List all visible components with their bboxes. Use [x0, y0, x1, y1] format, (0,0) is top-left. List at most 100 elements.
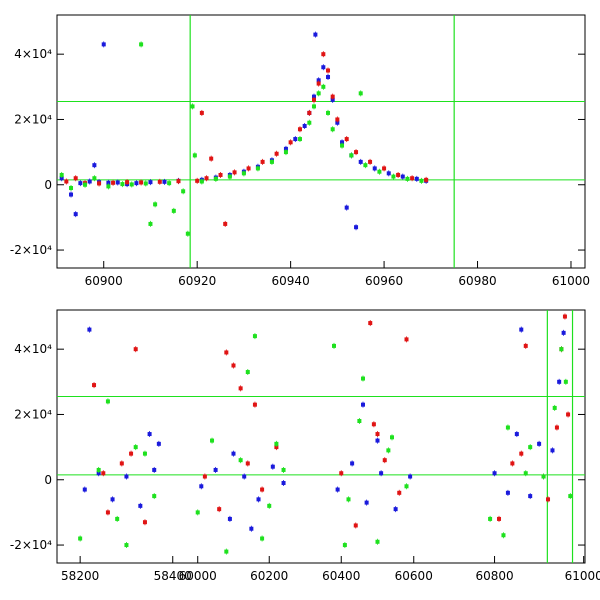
bottom-xtick-label-7: 61000: [565, 569, 600, 583]
top-point-green-26: [330, 127, 335, 132]
top-point-green-10: [181, 189, 186, 194]
top-point-green-19: [283, 150, 288, 155]
bottom-point-blue-10: [213, 467, 218, 472]
bottom-point-red-33: [546, 497, 551, 502]
panel-bottom-frame: [56, 309, 586, 564]
bottom-point-blue-33: [514, 432, 519, 437]
bottom-point-green-35: [501, 533, 506, 538]
bottom-point-blue-23: [408, 474, 413, 479]
top-point-blue-28: [340, 140, 345, 145]
bottom-point-red-17: [353, 523, 358, 528]
bottom-point-red-1: [105, 510, 110, 515]
top-point-blue-40: [344, 205, 349, 210]
top-point-red-10: [204, 176, 209, 181]
top-point-red-12: [232, 170, 237, 175]
top-xtick-label-5: 61000: [552, 274, 590, 288]
bottom-point-red-3: [133, 347, 138, 352]
bottom-point-green-14: [281, 467, 286, 472]
bottom-point-blue-32: [561, 330, 566, 335]
top-point-blue-26: [330, 97, 335, 102]
bottom-point-blue-8: [156, 441, 161, 446]
bottom-point-red-19: [382, 458, 387, 463]
bottom-point-red-9: [231, 363, 236, 368]
bottom-point-blue-30: [550, 448, 555, 453]
bottom-point-green-25: [357, 418, 362, 423]
top-point-green-34: [139, 42, 144, 47]
top-point-red-15: [274, 151, 279, 156]
top-point-red-14: [260, 159, 265, 164]
bottom-point-green-24: [342, 543, 347, 548]
bottom-point-blue-7: [87, 327, 92, 332]
bottom-point-red-23: [404, 337, 409, 342]
bottom-point-blue-34: [528, 494, 533, 499]
top-point-red-4: [111, 180, 116, 185]
bottom-point-green-12: [252, 334, 257, 339]
top-point-blue-39: [92, 163, 97, 168]
top-point-green-24: [321, 84, 326, 89]
bottom-xtick-label-5: 60600: [395, 569, 433, 583]
bottom-point-blue-20: [364, 500, 369, 505]
top-point-green-35: [192, 153, 197, 158]
bottom-point-red-32: [519, 451, 524, 456]
bottom-point-red-2: [119, 461, 124, 466]
bottom-point-red-26: [523, 343, 528, 348]
top-point-red-7: [157, 179, 162, 184]
top-point-green-25: [326, 110, 331, 115]
bottom-point-blue-31: [557, 379, 562, 384]
top-point-red-9: [195, 178, 200, 183]
top-point-red-22: [326, 68, 331, 73]
bottom-point-green-29: [523, 471, 528, 476]
bottom-point-red-7: [202, 474, 207, 479]
panel-bottom-data-points: [78, 313, 573, 555]
panel-bottom-y-axis: -2×10⁴ 0 2×10⁴ 4×10⁴: [10, 342, 585, 552]
panel-top-reference-lines: [57, 15, 585, 268]
top-point-blue-38: [73, 212, 78, 217]
bottom-point-green-0: [78, 536, 83, 541]
top-point-blue-34: [414, 176, 419, 181]
top-point-blue-37: [313, 32, 318, 37]
top-point-blue-10: [162, 179, 167, 184]
bottom-point-green-32: [559, 347, 564, 352]
bottom-point-blue-15: [281, 481, 286, 486]
top-point-red-31: [424, 177, 429, 182]
top-point-green-29: [363, 163, 368, 168]
top-point-green-9: [167, 181, 172, 186]
top-point-green-6: [129, 182, 134, 187]
top-point-red-33: [209, 156, 214, 161]
bottom-point-green-19: [346, 497, 351, 502]
top-point-red-20: [316, 81, 321, 86]
bottom-point-red-25: [510, 461, 515, 466]
bottom-point-green-11: [238, 458, 243, 463]
top-point-red-1: [73, 176, 78, 181]
top-point-red-29: [396, 172, 401, 177]
bottom-point-green-4: [152, 494, 157, 499]
top-point-red-26: [354, 150, 359, 155]
top-point-red-8: [176, 179, 181, 184]
top-point-blue-5: [106, 180, 111, 185]
top-point-green-30: [377, 169, 382, 174]
top-point-green-1: [69, 186, 74, 191]
panel-top-y-axis: -2×10⁴ 0 2×10⁴ 4×10⁴: [10, 47, 585, 257]
top-ytick-label-2: 2×10⁴: [14, 112, 52, 126]
bottom-xtick-label-2: 60000: [179, 569, 217, 583]
top-point-red-21: [321, 52, 326, 57]
bottom-point-blue-1: [96, 471, 101, 476]
top-point-red-34: [223, 221, 228, 226]
top-point-red-25: [344, 137, 349, 142]
bottom-point-green-34: [568, 494, 573, 499]
panel-bottom-reference-lines: [57, 310, 585, 563]
bottom-point-blue-13: [256, 497, 261, 502]
bottom-xtick-label-3: 60200: [250, 569, 288, 583]
top-point-blue-2: [78, 181, 83, 186]
bottom-point-green-16: [260, 536, 265, 541]
bottom-point-green-20: [361, 376, 365, 381]
bottom-point-green-6: [124, 543, 129, 548]
bottom-point-blue-24: [361, 402, 365, 407]
bottom-point-blue-9: [199, 484, 204, 489]
top-point-blue-33: [400, 174, 405, 179]
bottom-point-green-5: [105, 399, 110, 404]
bottom-point-green-15: [245, 370, 250, 375]
bottom-point-blue-12: [242, 474, 247, 479]
